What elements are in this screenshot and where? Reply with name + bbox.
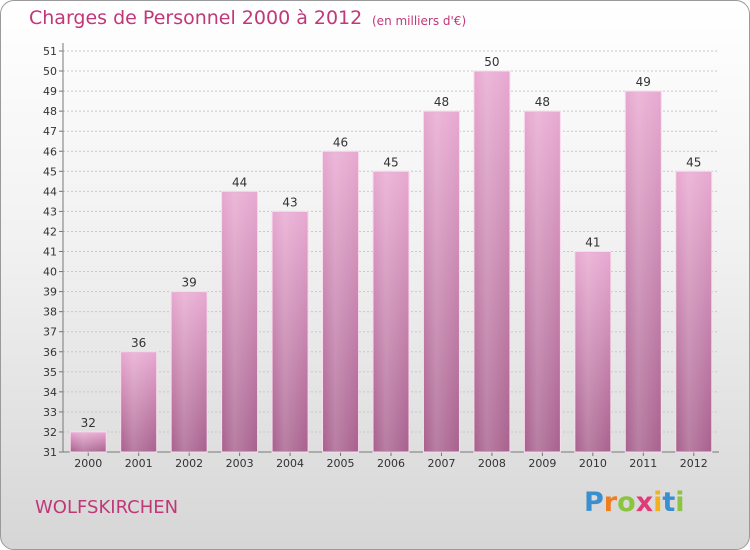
bar-highlight — [71, 432, 106, 451]
x-tick-label: 2001 — [125, 457, 153, 470]
brand-letter: o — [617, 487, 636, 518]
y-tick-label: 41 — [43, 246, 57, 259]
bar-highlight — [323, 152, 358, 451]
y-tick-label: 31 — [43, 446, 57, 459]
bar-highlight — [121, 352, 156, 451]
bar-highlight — [676, 172, 711, 452]
y-tick-label: 45 — [43, 165, 57, 178]
bar-value-label: 45 — [383, 155, 398, 169]
bar-value-label: 45 — [686, 155, 701, 169]
tick-labels: 31 32 33 34 35 36 37 38 39 40 41 42 43 44 45 46 47 48 49 50… — [43, 45, 708, 470]
brand-letter: r — [603, 487, 618, 518]
y-tick-label: 46 — [43, 145, 57, 158]
bar-value-label: 44 — [232, 175, 247, 189]
y-tick-label: 48 — [43, 105, 57, 118]
bar-highlight — [172, 292, 207, 451]
bar-highlight — [222, 192, 257, 451]
data-labels: 32 36 39 44 43 46 45 48 50 48 41 49 45 — [81, 55, 702, 430]
brand-letter: i — [675, 487, 685, 518]
bar-value-label: 32 — [81, 416, 96, 430]
location-name: WOLFSKIRCHEN — [35, 497, 179, 518]
x-tick-label: 2009 — [528, 457, 556, 470]
brand-letter: x — [635, 487, 654, 518]
bar-value-label: 48 — [434, 95, 449, 109]
x-tick-label: 2007 — [427, 457, 455, 470]
y-tick-label: 38 — [43, 306, 57, 319]
chart-subtitle: (en milliers d'€) — [372, 14, 467, 28]
x-tick-label: 2008 — [478, 457, 506, 470]
brand-letter: t — [662, 487, 676, 518]
bar-value-label: 49 — [636, 75, 651, 89]
y-tick-label: 47 — [43, 125, 57, 138]
y-tick-label: 43 — [43, 205, 57, 218]
bar-highlight — [374, 172, 408, 452]
y-tick-label: 32 — [43, 426, 57, 439]
chart-title: Charges de Personnel 2000 à 2012 — [29, 7, 363, 29]
y-tick-label: 44 — [43, 185, 57, 198]
brand-letter: P — [584, 487, 604, 518]
bar-value-label: 50 — [484, 55, 499, 69]
y-tick-label: 37 — [43, 326, 57, 339]
x-tick-label: 2010 — [579, 457, 607, 470]
bar-value-label: 36 — [131, 336, 146, 350]
x-tick-label: 2004 — [276, 457, 304, 470]
bar-highlight — [474, 72, 509, 452]
bar-value-label: 43 — [282, 195, 297, 209]
brand-letter: i — [653, 487, 663, 518]
y-tick-label: 40 — [43, 266, 57, 279]
bar-highlight — [525, 112, 560, 452]
x-tick-label: 2006 — [377, 457, 405, 470]
y-tick-label: 49 — [43, 85, 57, 98]
y-tick-label: 39 — [43, 286, 57, 299]
y-tick-label: 42 — [43, 225, 57, 238]
y-tick-label: 34 — [43, 386, 57, 399]
bar-value-label: 48 — [535, 95, 550, 109]
y-tick-label: 35 — [43, 366, 57, 379]
y-tick-label: 51 — [43, 45, 57, 58]
bar-value-label: 41 — [585, 236, 600, 250]
y-tick-label: 36 — [43, 346, 57, 359]
bar-highlight — [575, 252, 610, 451]
bar-highlight — [626, 92, 661, 451]
bar-value-label: 39 — [182, 276, 197, 290]
bar-highlight — [273, 212, 308, 451]
x-tick-label: 2003 — [226, 457, 254, 470]
bar-highlight — [424, 112, 459, 452]
x-tick-label: 2002 — [175, 457, 203, 470]
y-tick-label: 50 — [43, 65, 57, 78]
bar-value-label: 46 — [333, 135, 348, 149]
x-tick-label: 2005 — [327, 457, 355, 470]
x-tick-label: 2011 — [629, 457, 657, 470]
y-tick-label: 33 — [43, 406, 57, 419]
brand-logo: Proxiti — [584, 487, 685, 518]
x-tick-label: 2000 — [74, 457, 102, 470]
x-tick-label: 2012 — [680, 457, 708, 470]
bars — [69, 70, 713, 453]
